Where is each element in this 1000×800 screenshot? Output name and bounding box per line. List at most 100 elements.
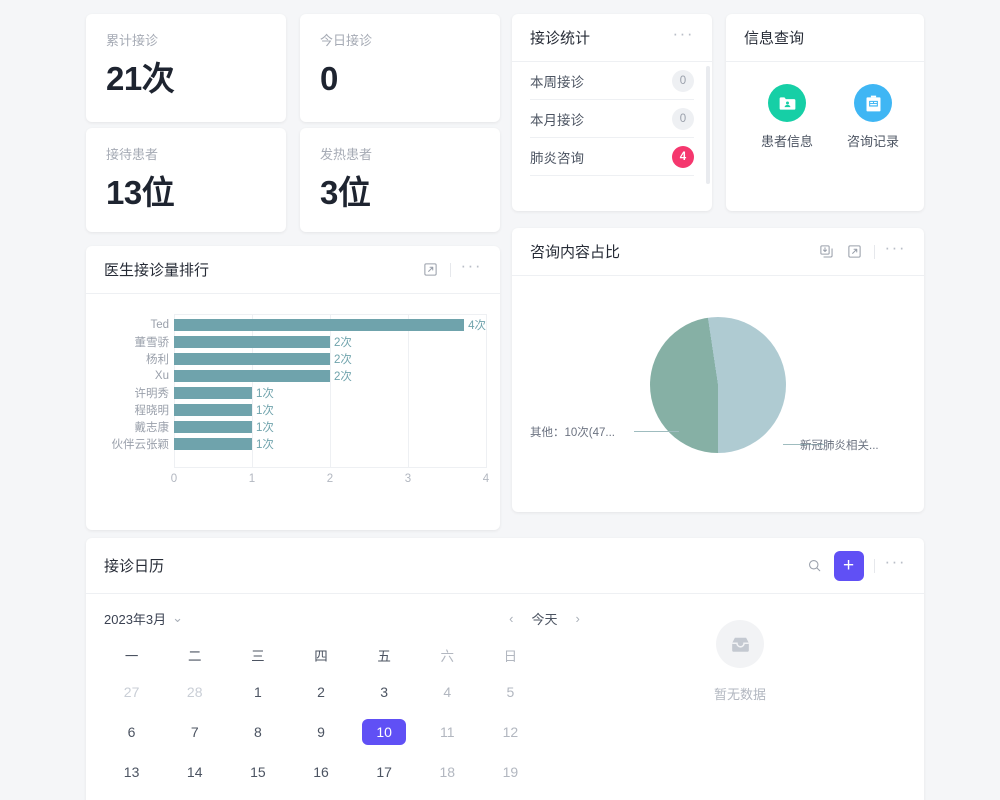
today-button[interactable]: 今天: [531, 611, 558, 627]
calendar-day-cell[interactable]: 8: [226, 712, 289, 752]
bar-value-label: 2次: [334, 353, 352, 366]
list-item[interactable]: 本月接诊 0: [530, 100, 694, 138]
x-axis-tick: 3: [404, 473, 412, 485]
calendar-day-cell[interactable]: 14: [163, 752, 226, 792]
status-badge: 0: [672, 69, 694, 92]
calendar-day-cell[interactable]: 20: [100, 792, 163, 800]
query-shortcut-patient-info[interactable]: 患者信息: [758, 84, 816, 150]
calendar-day-cell[interactable]: 24: [353, 792, 416, 800]
calendar-day-cell[interactable]: 5: [479, 672, 542, 712]
calendar-day-cell[interactable]: 12: [479, 712, 542, 752]
calendar-dow-label: 三: [251, 649, 265, 664]
bar-category-label: Ted: [150, 318, 169, 331]
calendar-week-row: 6 7 8 9 10 11 12: [100, 712, 542, 752]
download-icon[interactable]: [818, 243, 836, 261]
calendar-day-cell[interactable]: 9: [289, 712, 352, 752]
prev-month-button[interactable]: ‹: [509, 610, 514, 626]
list-item[interactable]: 肺炎咨询 4: [530, 138, 694, 176]
calendar-day-number: 7: [190, 724, 199, 740]
expand-icon[interactable]: [422, 261, 440, 279]
next-month-button[interactable]: ›: [575, 610, 580, 626]
calendar-grid: 一二三四五六日 27 28 1 2 3 4 5 6 7 8 9 10 11 12 13 14 15 16 17 18 1…: [86, 632, 556, 800]
bar-value-label: 1次: [256, 405, 274, 418]
bar-row[interactable]: Ted 4次: [150, 316, 486, 333]
calendar-day-cell[interactable]: 22: [226, 792, 289, 800]
calendar-day-cell[interactable]: 15: [226, 752, 289, 792]
bar-fill[interactable]: [174, 352, 330, 365]
calendar-day-cell[interactable]: 21: [163, 792, 226, 800]
kpi-card-total-visits[interactable]: 累计接诊 21次: [86, 14, 286, 122]
more-options-icon[interactable]: ···: [884, 238, 906, 257]
calendar-day-cell[interactable]: 27: [100, 672, 163, 712]
more-options-icon[interactable]: ···: [672, 24, 694, 43]
more-options-icon[interactable]: ···: [460, 256, 482, 275]
calendar-week-row: 13 14 15 16 17 18 19: [100, 752, 542, 792]
query-shortcut-consult-record[interactable]: 咨询记录: [844, 84, 902, 150]
calendar-day-cell[interactable]: 2: [289, 672, 352, 712]
bar-fill[interactable]: [174, 318, 465, 331]
calendar-day-cell[interactable]: 1: [226, 672, 289, 712]
calendar-day-number: 3: [380, 684, 389, 700]
calendar-week-row: 27 28 1 2 3 4 5: [100, 672, 542, 712]
bar-row[interactable]: Xu 2次: [155, 367, 486, 384]
calendar-day-number: 9: [317, 724, 325, 740]
calendar-day-cell[interactable]: 25: [416, 792, 479, 800]
month-label: 2023年3月: [104, 611, 167, 627]
calendar-day-cell[interactable]: 23: [289, 792, 352, 800]
bar-row[interactable]: 杨利 2次: [146, 350, 486, 367]
expand-icon[interactable]: [846, 243, 864, 261]
clipboard-icon: [854, 84, 892, 122]
pie-slices[interactable]: [650, 317, 786, 453]
calendar-week-row: 20212223242526: [100, 792, 542, 800]
bar-fill[interactable]: [174, 386, 252, 399]
bar-fill[interactable]: [174, 369, 330, 382]
bar-row[interactable]: 董雪骄 2次: [135, 333, 486, 350]
calendar-day-cell[interactable]: 4: [416, 672, 479, 712]
chevron-down-icon: ⌄: [172, 610, 184, 625]
bar-category-label: 程晓明: [134, 405, 170, 418]
calendar-empty-state: 暂无数据: [560, 620, 920, 703]
kpi-card-received-patients[interactable]: 接待患者 13位: [86, 128, 286, 232]
bar-row[interactable]: 戴志康 1次: [135, 419, 486, 436]
month-selector[interactable]: 2023年3月 ⌄: [104, 609, 183, 628]
card-title: 接诊统计: [530, 30, 591, 47]
calendar-day-cell[interactable]: 26: [479, 792, 542, 800]
scrollbar[interactable]: [706, 66, 710, 184]
calendar-day-number: 17: [376, 764, 392, 780]
bar-fill[interactable]: [174, 421, 252, 434]
bar-row[interactable]: 伙伴云张颖 1次: [112, 436, 486, 453]
calendar-day-cell[interactable]: 11: [416, 712, 479, 752]
bar-value-label: 1次: [256, 387, 274, 400]
calendar-day-cell[interactable]: 10: [353, 712, 416, 752]
calendar-day-cell[interactable]: 7: [163, 712, 226, 752]
bar-value-label: 4次: [468, 319, 486, 332]
calendar-day-cell[interactable]: 16: [289, 752, 352, 792]
calendar-day-cell[interactable]: 3: [353, 672, 416, 712]
bar-chart-body: Ted 4次 董雪骄 2次 杨利 2次 Xu 2次 许明秀 1次 程晓明 1次 戴志康 1次 伙伴云张颖 1次…: [86, 294, 500, 512]
info-query-card: 信息查询 患者信息: [726, 14, 924, 211]
query-shortcut-label: 患者信息: [760, 134, 813, 149]
bar-fill[interactable]: [174, 335, 330, 348]
card-title: 信息查询: [744, 30, 805, 47]
search-icon[interactable]: [806, 557, 824, 575]
more-options-icon[interactable]: ···: [884, 552, 906, 571]
bar-row[interactable]: 许明秀 1次: [135, 384, 486, 401]
empty-state-text: 暂无数据: [713, 687, 766, 702]
grid-line: [251, 314, 253, 468]
calendar-day-cell[interactable]: 28: [163, 672, 226, 712]
kpi-card-fever-patients[interactable]: 发热患者 3位: [300, 128, 500, 232]
bar-fill[interactable]: [174, 404, 252, 417]
calendar-day-cell[interactable]: 17: [353, 752, 416, 792]
calendar-day-cell[interactable]: 18: [416, 752, 479, 792]
add-button[interactable]: +: [833, 550, 864, 581]
card-tools: ···: [818, 238, 906, 261]
calendar-day-cell[interactable]: 13: [100, 752, 163, 792]
consult-stats-list: 本周接诊 0 本月接诊 0 肺炎咨询 4: [512, 62, 712, 176]
list-item[interactable]: 本周接诊 0: [530, 62, 694, 100]
bar-row[interactable]: 程晓明 1次: [135, 401, 486, 418]
kpi-card-today-visits[interactable]: 今日接诊 0: [300, 14, 500, 122]
calendar-day-cell[interactable]: 6: [100, 712, 163, 752]
bar-fill[interactable]: [174, 438, 252, 451]
calendar-day-cell[interactable]: 19: [479, 752, 542, 792]
calendar-day-number: 28: [186, 684, 203, 700]
